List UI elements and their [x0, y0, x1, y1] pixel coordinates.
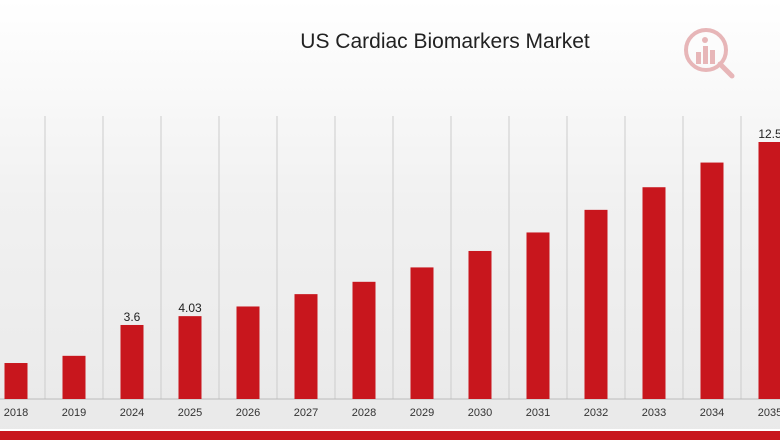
bar-2035	[758, 142, 780, 399]
bar-2026	[236, 306, 260, 399]
x-tick-label: 2028	[352, 407, 376, 419]
bar-2032	[584, 209, 608, 399]
bar-2029	[410, 267, 434, 399]
x-tick-label: 2018	[4, 407, 28, 419]
bar-2033	[642, 187, 666, 399]
footer-bar	[0, 431, 780, 440]
data-label: 4.03	[178, 301, 202, 315]
bar-2019	[62, 355, 86, 399]
bar-2025	[178, 316, 202, 399]
x-tick-label: 2025	[178, 407, 202, 419]
x-tick-label: 2030	[468, 407, 492, 419]
x-tick-label: 2035	[758, 407, 780, 419]
x-tick-label: 2027	[294, 407, 318, 419]
x-tick-label: 2034	[700, 407, 724, 419]
x-tick-label: 2033	[642, 407, 666, 419]
bar-2031	[526, 232, 550, 399]
bar-2027	[294, 294, 318, 399]
x-tick-label: 2029	[410, 407, 434, 419]
divider	[0, 429, 780, 431]
bar-2034	[700, 162, 724, 399]
bar-2030	[468, 250, 492, 399]
x-tick-label: 2032	[584, 407, 608, 419]
bar-2018	[4, 363, 28, 399]
data-label: 3.6	[124, 310, 141, 324]
logo-icon	[684, 28, 735, 79]
chart-title: US Cardiac Biomarkers Market	[300, 30, 590, 53]
bar-2028	[352, 281, 376, 399]
bar-2024	[120, 324, 144, 399]
x-tick-label: 2019	[62, 407, 86, 419]
data-label: 12.5	[758, 127, 780, 141]
x-tick-label: 2024	[120, 407, 144, 419]
x-tick-label: 2031	[526, 407, 550, 419]
x-tick-label: 2026	[236, 407, 260, 419]
